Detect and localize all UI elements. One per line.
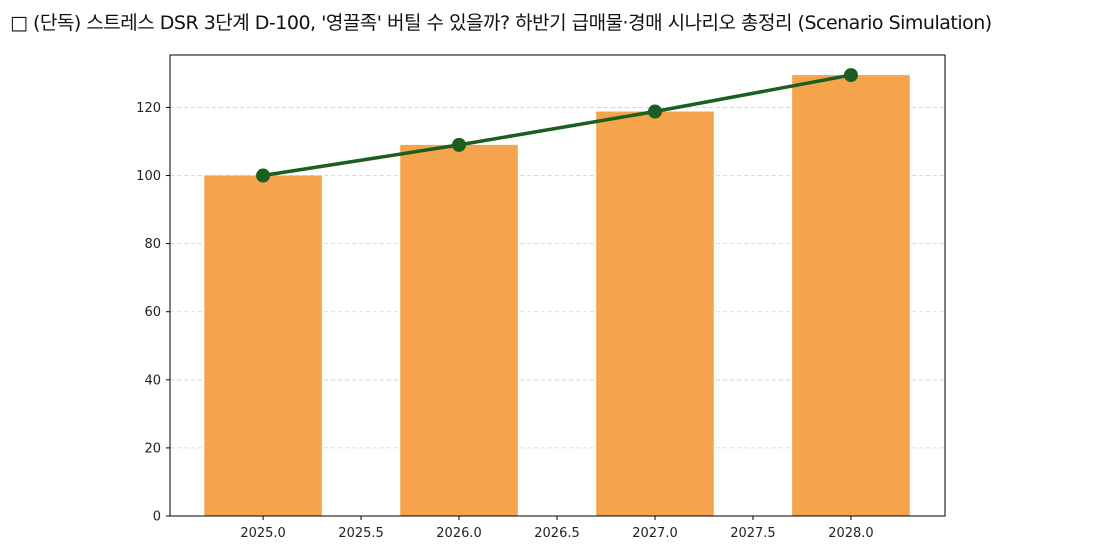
y-tick-label: 60 (144, 305, 161, 320)
x-tick-label: 2025.0 (240, 526, 286, 541)
y-tick-label: 0 (153, 510, 161, 525)
line-point (843, 68, 858, 83)
x-tick-label: 2026.0 (436, 526, 482, 541)
bar (400, 144, 518, 517)
plot-frame (169, 54, 946, 517)
x-tick-label: 2028.0 (828, 526, 874, 541)
line-point (256, 168, 271, 183)
y-tick-label: 100 (136, 169, 161, 184)
y-tick-label: 80 (144, 237, 161, 252)
x-tick-label: 2026.5 (534, 526, 580, 541)
bar (596, 111, 714, 516)
series-line (262, 73, 852, 178)
y-tick-label: 120 (136, 101, 161, 116)
line-point (452, 137, 467, 152)
line-point (647, 104, 662, 119)
x-tick-label: 2025.5 (338, 526, 384, 541)
y-tick-label: 20 (144, 441, 161, 456)
bar (204, 175, 322, 516)
bar (792, 75, 910, 516)
x-tick-label: 2027.0 (632, 526, 678, 541)
y-tick-label: 40 (144, 373, 161, 388)
x-tick-label: 2027.5 (730, 526, 776, 541)
chart-title: □ (단독) 스트레스 DSR 3단계 D-100, '영끌족' 버틸 수 있을… (10, 12, 992, 34)
